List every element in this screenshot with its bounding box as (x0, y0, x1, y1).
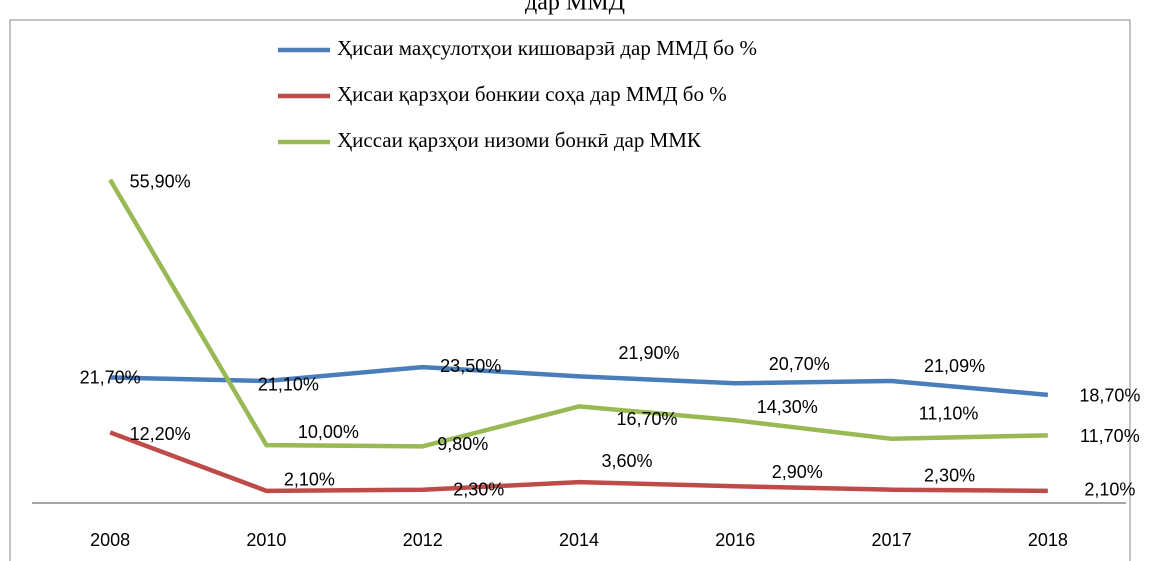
data-label: 23,50% (440, 356, 501, 376)
data-label: 2,30% (924, 465, 975, 485)
data-label: 20,70% (769, 354, 830, 374)
data-label: 9,80% (437, 434, 488, 454)
data-label: 2,10% (1084, 480, 1135, 500)
data-label: 3,60% (601, 451, 652, 471)
x-tick-label: 2018 (1028, 530, 1068, 550)
data-label: 14,30% (757, 397, 818, 417)
data-label: 2,90% (772, 462, 823, 482)
data-label: 16,70% (616, 409, 677, 429)
x-tick-label: 2008 (90, 530, 130, 550)
series-line (108, 178, 1048, 449)
data-label: 2,30% (453, 479, 504, 499)
data-label: 18,70% (1079, 386, 1140, 406)
series-line (110, 364, 1049, 398)
legend-label: Ҳисаи қарзҳои бонкии соҳа дар ММД бо % (337, 82, 727, 106)
data-label: 11,70% (1080, 426, 1140, 446)
x-tick-label: 2017 (872, 530, 912, 550)
x-tick-label: 2010 (246, 530, 286, 550)
legend-label: Ҳиссаи қарзҳои низоми бонкӣ дар ММК (337, 128, 702, 152)
chart-title: дар ММД (525, 0, 625, 16)
series-line (109, 430, 1048, 494)
data-label: 12,20% (130, 424, 191, 444)
data-label: 21,90% (618, 343, 679, 363)
x-tick-label: 2014 (559, 530, 599, 550)
chart-frame (9, 19, 1131, 561)
x-tick-label: 2012 (403, 530, 443, 550)
legend-label: Ҳисаи маҳсулотҳои кишоварзӣ дар ММД бо % (337, 36, 757, 60)
x-tick-label: 2016 (715, 530, 755, 550)
data-label: 21,09% (924, 356, 985, 376)
data-label: 10,00% (298, 422, 359, 442)
data-label: 55,90% (130, 171, 191, 191)
data-label: 21,10% (258, 375, 319, 395)
data-label: 11,10% (919, 404, 979, 424)
data-label: 2,10% (284, 470, 335, 490)
data-label: 21,70% (80, 367, 141, 387)
